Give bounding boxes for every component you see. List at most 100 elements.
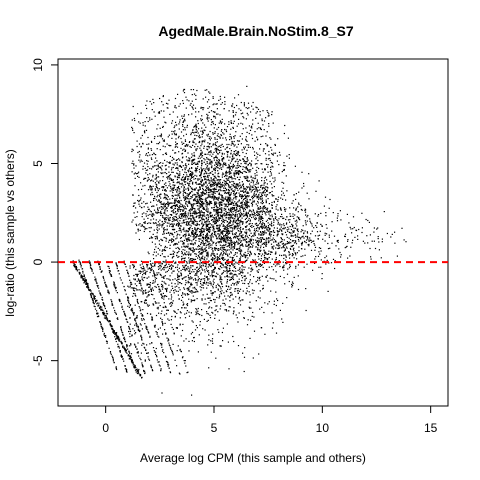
data-point: [195, 236, 197, 238]
data-point: [201, 160, 203, 162]
data-point: [223, 185, 226, 187]
data-point: [190, 301, 192, 303]
data-point: [235, 203, 237, 205]
data-point: [156, 224, 158, 226]
data-point: [199, 281, 202, 283]
data-point: [222, 157, 224, 159]
data-point: [221, 247, 223, 249]
data-point: [172, 188, 174, 190]
data-point: [271, 162, 274, 164]
data-point: [182, 304, 184, 306]
data-point: [233, 246, 235, 248]
data-point: [211, 207, 213, 209]
data-point: [239, 205, 241, 208]
data-point: [180, 178, 182, 180]
data-point: [211, 338, 214, 340]
data-point: [239, 232, 241, 235]
data-point: [262, 199, 264, 201]
data-point: [198, 197, 200, 199]
data-point: [226, 212, 228, 214]
data-point: [274, 177, 276, 179]
data-point: [214, 255, 216, 257]
data-point: [213, 184, 216, 186]
data-point: [263, 120, 266, 122]
data-point: [187, 169, 189, 172]
data-point: [234, 114, 237, 116]
data-point: [195, 229, 197, 232]
data-point: [231, 184, 233, 186]
data-point: [206, 117, 208, 119]
data-point: [165, 219, 167, 221]
data-point: [162, 104, 164, 106]
data-point: [209, 275, 211, 277]
data-point: [173, 223, 175, 225]
data-point: [167, 232, 169, 234]
data-point: [234, 135, 236, 137]
data-point: [195, 255, 197, 257]
data-point: [234, 242, 236, 244]
data-point: [169, 178, 171, 180]
data-point: [201, 219, 203, 221]
data-point: [251, 243, 253, 245]
data-point: [223, 219, 225, 221]
data-point: [164, 305, 166, 307]
data-point: [182, 102, 184, 104]
data-point: [204, 175, 206, 177]
data-point: [165, 203, 167, 205]
data-point: [216, 237, 218, 239]
data-point: [158, 243, 161, 245]
data-point: [155, 251, 157, 253]
data-point: [226, 279, 229, 281]
data-point: [227, 196, 229, 198]
data-point: [191, 242, 193, 244]
data-point: [234, 175, 236, 177]
data-point: [202, 224, 205, 226]
data-point: [197, 235, 199, 237]
data-point: [196, 163, 199, 165]
data-point: [267, 303, 269, 305]
data-point: [175, 224, 177, 226]
data-point: [233, 153, 235, 155]
data-point: [175, 141, 177, 143]
data-point: [187, 175, 189, 178]
data-point: [217, 179, 219, 181]
data-point: [177, 223, 179, 225]
data-point: [215, 227, 218, 229]
data-point: [137, 199, 139, 202]
data-point: [230, 136, 232, 138]
data-point: [196, 167, 198, 169]
data-point: [239, 238, 241, 240]
data-point: [248, 267, 250, 269]
data-point: [176, 116, 179, 118]
data-point: [157, 168, 159, 170]
data-point: [226, 264, 228, 267]
data-point: [229, 306, 231, 308]
data-point: [240, 232, 242, 234]
data-point: [214, 137, 216, 139]
data-point: [255, 222, 258, 224]
data-point: [254, 233, 256, 235]
data-point: [220, 201, 222, 203]
data-point: [321, 273, 323, 275]
data-point: [159, 166, 162, 168]
data-point: [204, 236, 206, 238]
data-point: [201, 202, 203, 204]
data-point: [256, 156, 258, 158]
data-point: [230, 278, 232, 281]
data-point: [221, 158, 223, 160]
data-point: [165, 153, 168, 155]
data-point: [210, 186, 212, 188]
data-point: [134, 185, 136, 187]
data-point: [189, 145, 191, 148]
data-point: [172, 158, 175, 160]
data-point: [151, 213, 153, 215]
data-point: [255, 188, 257, 191]
data-point: [233, 241, 235, 243]
data-point: [284, 254, 286, 256]
data-point: [192, 239, 194, 241]
data-point: [226, 188, 228, 190]
data-point: [229, 279, 231, 281]
data-point: [204, 171, 207, 173]
data-point: [190, 258, 192, 260]
data-point: [264, 226, 266, 228]
